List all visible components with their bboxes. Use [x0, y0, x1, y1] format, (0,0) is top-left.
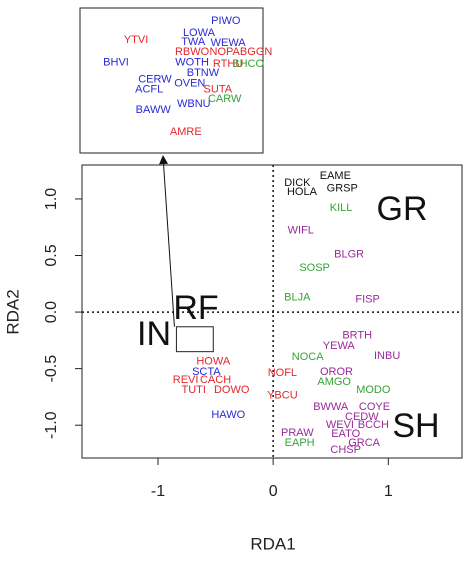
species-label: EATO [331, 428, 360, 440]
species-label: BTNW [187, 67, 220, 79]
species-label: WBNU [177, 98, 211, 110]
species-label: SUTA [204, 84, 233, 96]
species-label: AMGO [317, 376, 351, 388]
species-label: INBU [374, 350, 400, 362]
species-label: LOWA [183, 27, 216, 39]
x-axis-title: RDA1 [250, 534, 295, 553]
species-label: DOWO [214, 384, 250, 396]
zoom-arrow [159, 155, 175, 327]
species-label: BRTH [342, 330, 372, 342]
species-label: MODO [356, 384, 391, 396]
species-label: PIWO [211, 15, 241, 27]
species-label: RTHU [213, 58, 243, 70]
species-label: KILL [330, 202, 353, 214]
species-label: BCCH [358, 419, 389, 431]
species-label: HOLA [287, 186, 318, 198]
species-label: GRSP [327, 183, 358, 195]
species-label: BAWW [136, 104, 172, 116]
species-label: WEWA [211, 37, 247, 49]
species-label: REVI [173, 374, 199, 386]
species-label: BLGR [334, 248, 364, 260]
x-tick-label: 1 [384, 483, 393, 500]
species-label: NOPA [210, 46, 241, 58]
x-tick-label: -1 [151, 483, 165, 500]
species-label: BHCO [232, 58, 264, 70]
species-label: NOCA [292, 351, 324, 363]
species-label: EAME [320, 170, 351, 182]
species-label: BLJA [284, 291, 311, 303]
species-label: YTVI [124, 34, 148, 46]
species-label: CHSP [330, 444, 361, 456]
species-label: COYE [359, 401, 390, 413]
species-label: SCTA [192, 366, 221, 378]
species-label: OROR [320, 366, 353, 378]
species-label: YEWA [323, 340, 356, 352]
y-tick-label: 1.0 [43, 188, 60, 210]
group-label: GR [377, 190, 428, 228]
x-tick-label: 0 [269, 483, 278, 500]
species-label: SOSP [299, 262, 330, 274]
species-label: YBCU [267, 390, 298, 402]
y-tick-label: -1.0 [43, 411, 60, 439]
species-label: CACH [200, 374, 231, 386]
species-label: CEDW [345, 411, 379, 423]
species-label: FISP [355, 294, 379, 306]
species-label: NOFL [268, 367, 297, 379]
species-label: AMRE [170, 126, 202, 138]
y-tick-label: -0.5 [43, 355, 60, 383]
species-label: ACFL [135, 84, 163, 96]
species-label: BHVI [103, 57, 129, 69]
species-label: BGGN [240, 46, 272, 58]
species-label: WEVI [326, 419, 354, 431]
species-label: EAPH [285, 437, 315, 449]
y-axis-title: RDA2 [3, 289, 22, 334]
species-label: DICK [284, 177, 311, 189]
inset-frame [79, 7, 264, 154]
species-label: CARW [208, 93, 242, 105]
species-label: OVEN [174, 78, 205, 90]
group-label: SH [392, 407, 439, 445]
species-label: TUTI [181, 384, 205, 396]
y-tick-label: 0.5 [43, 244, 60, 266]
zoom-box [175, 326, 214, 353]
group-label: RF [173, 289, 218, 327]
species-label: TWA [181, 36, 206, 48]
species-label: CERW [138, 74, 172, 86]
species-label: PRAW [281, 427, 314, 439]
species-label: GRCA [348, 437, 380, 449]
y-tick-label: 0.0 [43, 301, 60, 323]
species-label: WOTH [175, 57, 209, 69]
species-label: BWWA [313, 401, 349, 413]
group-label: IN [137, 315, 171, 353]
species-label: HOWA [196, 356, 230, 368]
species-label: HAWO [211, 409, 245, 421]
species-label: RBWO [175, 46, 210, 58]
species-label: WIFL [288, 225, 314, 237]
